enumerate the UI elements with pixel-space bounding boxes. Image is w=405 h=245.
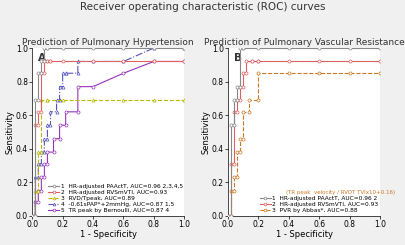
X-axis label: 1 - Specificity: 1 - Specificity (79, 231, 136, 239)
Text: A: A (38, 53, 46, 63)
Y-axis label: Sensitivity: Sensitivity (6, 110, 15, 154)
Legend: 1  HR-adjusted PAActT, AUC=0.96 2,3,4,5, 2  HR-adjusted RVSmVTI, AUC=0.93, 3  RV: 1 HR-adjusted PAActT, AUC=0.96 2,3,4,5, … (48, 184, 182, 213)
X-axis label: 1 - Specificity: 1 - Specificity (275, 231, 332, 239)
Legend: 1  HR-adjusted PAActT, AUC=0.96 2, 2  HR-adjusted RVSmVTI, AUC=0.93, 3  PVR by A: 1 HR-adjusted PAActT, AUC=0.96 2, 2 HR-a… (260, 196, 378, 213)
Y-axis label: Sensitivity: Sensitivity (201, 110, 210, 154)
Text: B: B (234, 53, 241, 63)
Title: Prediction of Pulmonary Hypertension: Prediction of Pulmonary Hypertension (22, 38, 194, 47)
Text: (TR peak  velocity / RVOT TVIx10+0.16): (TR peak velocity / RVOT TVIx10+0.16) (285, 190, 394, 195)
Text: Receiver operating characteristic (ROC) curves: Receiver operating characteristic (ROC) … (80, 2, 325, 12)
Title: Prediction of Pulmonary Vascular Resistance: Prediction of Pulmonary Vascular Resista… (203, 38, 403, 47)
